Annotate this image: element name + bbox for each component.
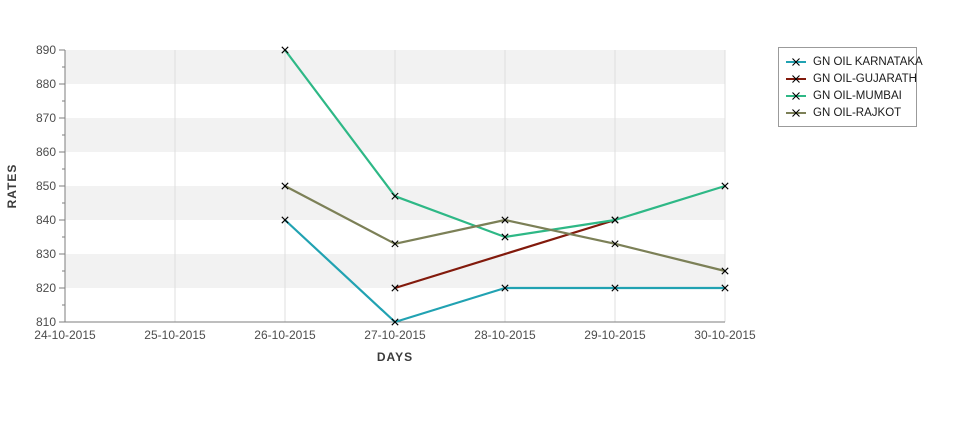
data-point-marker-gn-oil-karnataka	[721, 284, 729, 292]
x-tick-label: 30-10-2015	[694, 328, 756, 342]
data-point-marker-gn-oil-gujarath	[391, 284, 399, 292]
data-point-marker-gn-oil-rajkot	[721, 267, 729, 275]
y-tick-label: 850	[36, 179, 56, 193]
legend-item-gn-oil-rajkot: GN OIL-RAJKOT	[786, 104, 909, 121]
data-point-marker-gn-oil-mumbai	[281, 46, 289, 54]
series-line-gn-oil-gujarath	[394, 218, 616, 290]
y-axis-title: RATES	[5, 163, 19, 209]
legend-label: GN OIL-GUJARATH	[813, 72, 917, 85]
legend-marker-gn-oil-rajkot	[786, 108, 806, 117]
legend-item-gn-oil-mumbai: GN OIL-MUMBAI	[786, 87, 909, 104]
legend-marker-gn-oil-karnataka	[786, 57, 806, 66]
legend-x-icon	[792, 91, 800, 100]
data-point-marker-gn-oil-karnataka	[391, 318, 399, 326]
x-tick-label: 26-10-2015	[254, 328, 316, 342]
x-tick-label: 25-10-2015	[144, 328, 206, 342]
legend-item-gn-oil-karnataka: GN OIL KARNATAKA	[786, 53, 923, 70]
y-tick-label: 810	[36, 315, 56, 329]
data-point-marker-gn-oil-rajkot	[501, 216, 509, 224]
legend-label: GN OIL KARNATAKA	[813, 55, 923, 68]
y-tick-label: 830	[36, 247, 56, 261]
y-tick-label: 870	[36, 111, 56, 125]
legend-x-icon	[792, 74, 800, 83]
x-tick-label: 27-10-2015	[364, 328, 426, 342]
data-point-marker-gn-oil-rajkot	[611, 240, 619, 248]
data-point-marker-gn-oil-karnataka	[281, 216, 289, 224]
x-tick-label: 28-10-2015	[474, 328, 536, 342]
data-point-marker-gn-oil-mumbai	[611, 216, 619, 224]
y-tick-label: 840	[36, 213, 56, 227]
legend-label: GN OIL-RAJKOT	[813, 106, 902, 119]
data-point-marker-gn-oil-mumbai	[391, 192, 399, 200]
data-point-marker-gn-oil-rajkot	[391, 240, 399, 248]
legend-x-icon	[792, 108, 800, 117]
data-point-marker-gn-oil-mumbai	[721, 182, 729, 190]
data-point-marker-gn-oil-mumbai	[501, 233, 509, 241]
y-tick-label: 860	[36, 145, 56, 159]
legend: GN OIL KARNATAKA GN OIL-GUJARATH GN OIL-MU…	[778, 47, 923, 127]
legend-marker-gn-oil-mumbai	[786, 91, 806, 100]
data-point-marker-gn-oil-rajkot	[281, 182, 289, 190]
x-tick-label: 29-10-2015	[584, 328, 646, 342]
legend-label: GN OIL-MUMBAI	[813, 89, 902, 102]
legend-marker-gn-oil-gujarath	[786, 74, 806, 83]
legend-x-icon	[792, 57, 800, 66]
y-tick-label: 890	[36, 43, 56, 57]
x-axis-title: DAYS	[376, 350, 414, 364]
data-point-marker-gn-oil-karnataka	[501, 284, 509, 292]
y-tick-label: 820	[36, 281, 56, 295]
legend-item-gn-oil-gujarath: GN OIL-GUJARATH	[786, 70, 917, 87]
y-tick-label: 880	[36, 77, 56, 91]
data-point-marker-gn-oil-karnataka	[611, 284, 619, 292]
x-tick-label: 24-10-2015	[34, 328, 96, 342]
